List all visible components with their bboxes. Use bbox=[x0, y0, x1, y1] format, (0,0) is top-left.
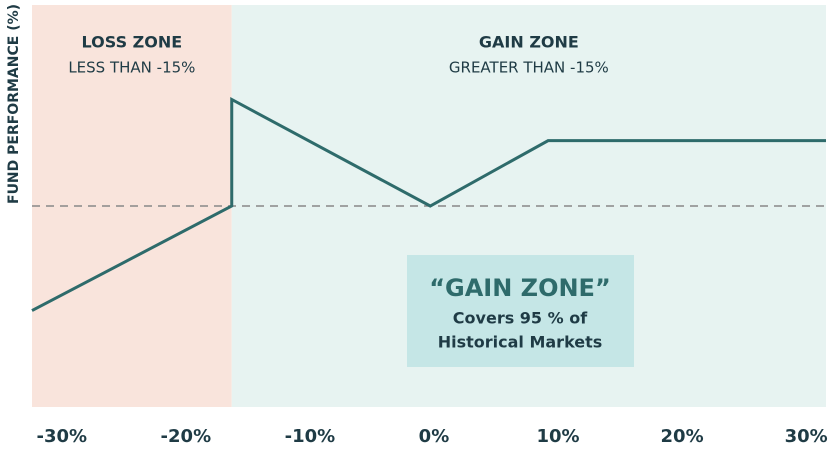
zone-title: LOSS ZONE bbox=[82, 33, 183, 52]
callout-box bbox=[407, 255, 634, 367]
y-axis-label: FUND PERFORMANCE (%) bbox=[6, 4, 22, 204]
callout-title: “GAIN ZONE” bbox=[429, 274, 610, 302]
callout-text: Covers 95 % of bbox=[453, 309, 588, 328]
x-tick-label: 10% bbox=[536, 426, 579, 447]
zone-title: GAIN ZONE bbox=[479, 33, 579, 52]
zone-label: GREATER THAN -15% bbox=[449, 59, 609, 77]
zone-label: LESS THAN -15% bbox=[68, 59, 195, 77]
x-tick-label: -30% bbox=[36, 426, 87, 447]
x-tick-label: 30% bbox=[785, 426, 828, 447]
data-line bbox=[31, 96, 826, 312]
x-tick-label: 0% bbox=[419, 426, 450, 447]
x-tick-label: -10% bbox=[285, 426, 336, 447]
x-tick-label: -20% bbox=[161, 426, 212, 447]
callout-text: Historical Markets bbox=[438, 333, 603, 352]
x-tick-label: 20% bbox=[661, 426, 704, 447]
